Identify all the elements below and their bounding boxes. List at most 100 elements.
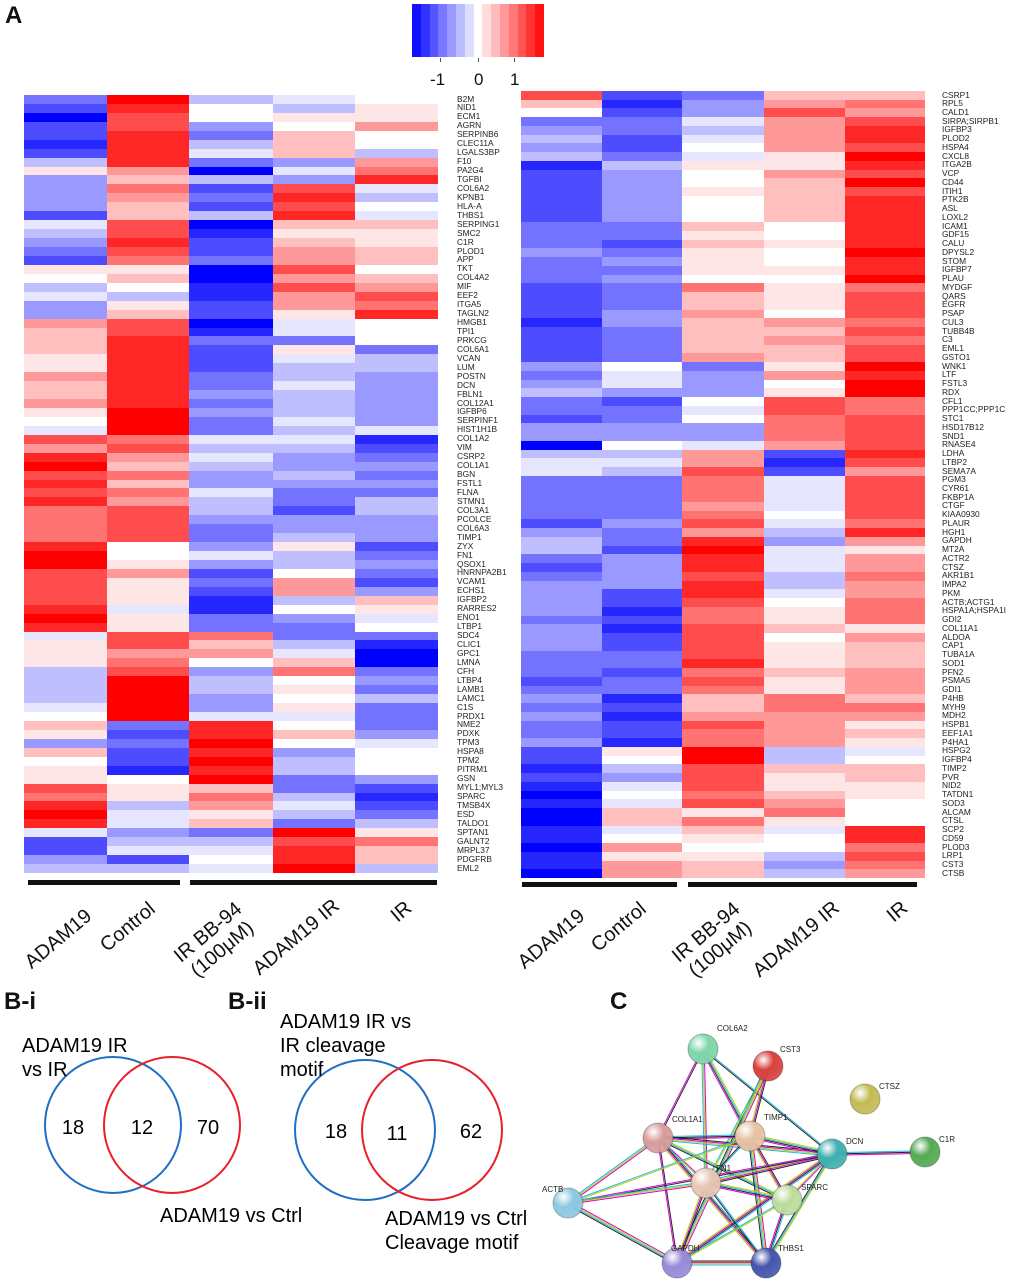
network-node[interactable]: SPARC	[771, 1183, 828, 1216]
heatmap-cell	[521, 834, 602, 844]
heatmap-cell	[521, 571, 602, 582]
heatmap-cell	[24, 264, 107, 275]
network-node[interactable]: CST3	[752, 1045, 801, 1082]
gene-label: LMNA	[457, 656, 481, 667]
network-node[interactable]: COL6A2	[687, 1024, 748, 1065]
heatmap-cell	[682, 344, 764, 354]
gene-label: MT2A	[942, 544, 965, 555]
heatmap-cell	[764, 781, 845, 791]
heatmap-cell	[521, 283, 602, 293]
heatmap-cell	[24, 864, 107, 874]
gene-label: ENO1	[457, 612, 480, 623]
heatmap-cell	[602, 449, 682, 459]
heatmap-cell	[845, 554, 925, 564]
heatmap-cell	[764, 685, 845, 695]
heatmap-cell	[682, 563, 764, 573]
heatmap-cell	[355, 542, 438, 552]
heatmap-cell	[682, 536, 764, 547]
colorbar-tick-label: -1	[430, 70, 446, 89]
network-node[interactable]: TIMP1	[734, 1113, 788, 1152]
heatmap-cell	[682, 860, 764, 870]
heatmap-cell	[682, 545, 764, 555]
gene-label: SPARC	[457, 791, 486, 802]
heatmap-cell	[24, 551, 107, 561]
gene-label: ALDOA	[942, 631, 971, 642]
network-node[interactable]: ACTB	[542, 1185, 584, 1219]
heatmap-cell	[24, 291, 107, 302]
network-node-label: GAPDH	[671, 1244, 700, 1253]
heatmap-cell	[682, 309, 764, 319]
panel-label-b-i: B-i	[4, 988, 36, 1015]
gene-label: PDXK	[457, 728, 480, 739]
gene-label: HSPG2	[942, 745, 971, 756]
heatmap-cell	[682, 169, 764, 179]
heatmap-cell	[602, 825, 682, 835]
heatmap-cell	[682, 869, 764, 879]
heatmap-cell	[845, 475, 925, 485]
heatmap-cell	[764, 729, 845, 739]
heatmap-cell	[845, 563, 925, 573]
network-node[interactable]: FN1	[690, 1164, 732, 1199]
heatmap-cell	[602, 545, 682, 555]
heatmap-cell	[764, 370, 845, 380]
heatmap-cell	[521, 195, 602, 206]
gene-label: ASL	[942, 203, 958, 214]
heatmap-cell	[682, 178, 764, 188]
heatmap-cell	[189, 95, 273, 105]
gene-label: HIST1H1B	[457, 424, 498, 435]
protein-node-icon	[909, 1136, 941, 1168]
heatmap-cell	[189, 434, 273, 445]
gene-label: ACTR2	[942, 552, 970, 563]
heatmap-cell	[24, 103, 107, 114]
heatmap-cell	[273, 247, 355, 257]
network-node[interactable]: C1R	[909, 1135, 955, 1168]
heatmap-cell	[602, 388, 682, 398]
heatmap-cell	[682, 327, 764, 337]
colorbar-swatch	[429, 4, 439, 57]
heatmap-cell	[107, 667, 189, 677]
heatmap-cell	[845, 606, 925, 617]
network-node[interactable]: THBS1	[750, 1244, 804, 1279]
venn-count-only-b: 62	[460, 1121, 482, 1143]
heatmap-cell	[355, 479, 438, 489]
heatmap-cell	[845, 318, 925, 328]
gene-label: CYR61	[942, 483, 969, 493]
heatmap-cell	[764, 475, 845, 485]
heatmap-cell	[355, 470, 438, 480]
heatmap-cell	[355, 765, 438, 776]
heatmap-cell	[107, 685, 189, 695]
heatmap-cell	[107, 676, 189, 686]
network-node[interactable]: GAPDH	[661, 1244, 700, 1279]
heatmap-cell	[355, 497, 438, 507]
heatmap-cell	[189, 864, 273, 874]
colorbar-swatch	[438, 4, 448, 57]
heatmap-cell	[521, 134, 602, 144]
network-node[interactable]: CTSZ	[849, 1082, 900, 1115]
heatmap-cell	[107, 801, 189, 811]
heatmap-cell	[355, 864, 438, 874]
network-edge	[657, 1137, 788, 1201]
heatmap-cell	[189, 667, 273, 677]
gene-label: COL1A1	[457, 460, 490, 471]
heatmap-cell	[355, 416, 438, 427]
heatmap-cell	[764, 869, 845, 879]
heatmap-cell	[189, 461, 273, 471]
heatmap-cell	[845, 292, 925, 302]
network-edge	[659, 1136, 768, 1263]
heatmap-cell	[24, 577, 107, 588]
network-node[interactable]: COL1A1	[642, 1115, 703, 1154]
heatmap-cell	[845, 773, 925, 783]
heatmap-cell	[273, 300, 355, 310]
heatmap-cell	[273, 488, 355, 498]
heatmap-cell	[845, 519, 925, 529]
network-node[interactable]: DCN	[816, 1137, 864, 1170]
gene-label: C1R	[457, 236, 474, 247]
heatmap-cell	[521, 694, 602, 704]
heatmap-cell	[355, 577, 438, 588]
heatmap-cell	[764, 536, 845, 547]
heatmap-cell	[682, 746, 764, 756]
heatmap-cell	[602, 300, 682, 310]
heatmap-cell	[107, 425, 189, 436]
heatmap-cell	[845, 659, 925, 669]
heatmap-cell	[521, 711, 602, 721]
